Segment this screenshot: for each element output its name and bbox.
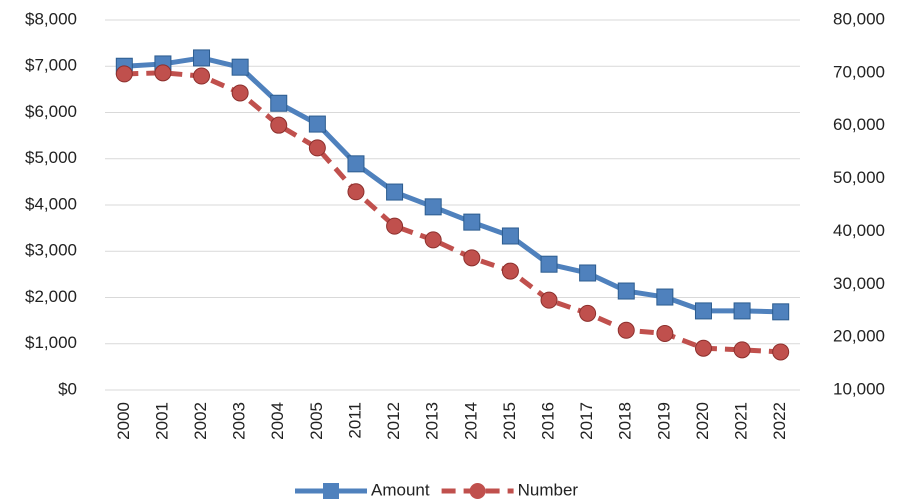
point (115, 65, 133, 83)
x-tick-label: 2017 (577, 402, 596, 440)
point (656, 288, 674, 306)
y-tick-label: $1,000 (25, 333, 77, 352)
legend-marker (323, 483, 339, 499)
legend-marker (469, 483, 486, 499)
x-tick-label: 2000 (114, 402, 133, 440)
y-tick-label: $3,000 (25, 241, 77, 260)
point (308, 139, 326, 157)
legend-label: Number (518, 480, 579, 499)
y2-tick-label: 70,000 (833, 62, 885, 81)
point (270, 94, 288, 112)
point (579, 304, 597, 322)
x-tick-label: 2005 (307, 402, 326, 440)
legend-label: Amount (371, 480, 430, 499)
point (772, 343, 790, 361)
x-tick-label: 2014 (461, 402, 480, 440)
y-tick-label: $7,000 (25, 56, 77, 75)
point (424, 231, 442, 249)
point (463, 213, 481, 231)
point (463, 249, 481, 267)
x-tick-label: 2022 (770, 402, 789, 440)
point (347, 183, 365, 201)
point (270, 116, 288, 134)
point (694, 339, 712, 357)
x-tick-label: 2001 (152, 402, 171, 440)
point (579, 264, 597, 282)
point (617, 321, 635, 339)
x-tick-label: 2015 (500, 402, 519, 440)
y2-tick-label: 40,000 (833, 221, 885, 240)
point (231, 84, 249, 102)
point (386, 183, 404, 201)
x-tick-label: 2004 (268, 402, 287, 440)
y2-tick-label: 80,000 (833, 9, 885, 28)
point (733, 341, 751, 359)
point (386, 217, 404, 235)
x-tick-label: 2018 (616, 402, 635, 440)
point (540, 291, 558, 309)
point (154, 64, 172, 82)
point (231, 58, 249, 76)
point (308, 115, 326, 133)
y-tick-label: $5,000 (25, 148, 77, 167)
x-tick-label: 2020 (693, 402, 712, 440)
point (733, 302, 751, 320)
y-tick-label: $6,000 (25, 102, 77, 121)
y-tick-label: $4,000 (25, 194, 77, 213)
y2-tick-label: 60,000 (833, 115, 885, 134)
x-tick-label: 2012 (384, 402, 403, 440)
x-tick-label: 2019 (654, 402, 673, 440)
point (347, 155, 365, 173)
y2-tick-label: 30,000 (833, 274, 885, 293)
y2-tick-label: 50,000 (833, 168, 885, 187)
y2-tick-label: 20,000 (833, 327, 885, 346)
point (656, 324, 674, 342)
point (772, 303, 790, 321)
point (501, 262, 519, 280)
y-tick-label: $2,000 (25, 287, 77, 306)
x-tick-label: 2002 (191, 402, 210, 440)
y-tick-label: $0 (58, 379, 77, 398)
y2-tick-label: 10,000 (833, 379, 885, 398)
point (694, 302, 712, 320)
y-tick-label: $8,000 (25, 9, 77, 28)
x-tick-label: 2016 (539, 402, 558, 440)
point (617, 282, 635, 300)
series-line (124, 55, 781, 315)
point (424, 198, 442, 216)
x-tick-label: 2021 (732, 402, 751, 440)
x-tick-label: 2003 (230, 402, 249, 440)
point (501, 227, 519, 245)
point (193, 49, 211, 67)
x-tick-label: 2013 (423, 402, 442, 440)
point (540, 255, 558, 273)
x-tick-label: 2011 (345, 402, 364, 439)
point (193, 67, 211, 85)
